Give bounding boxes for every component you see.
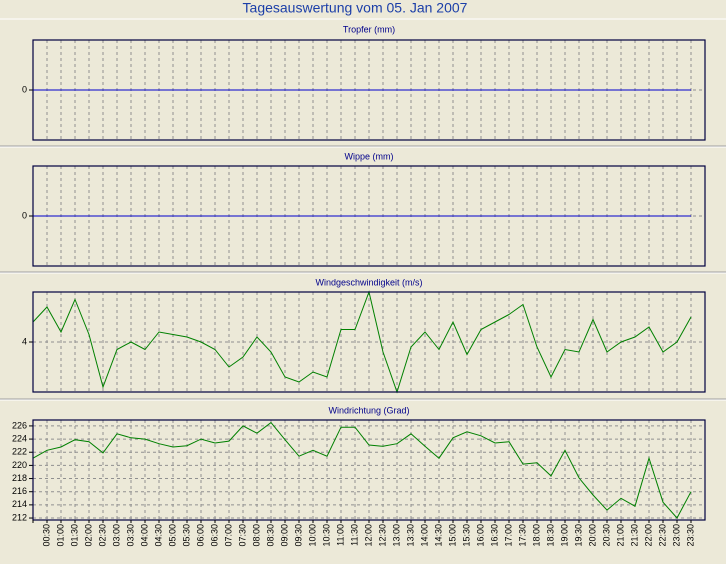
x-tick-label: 17:30 [517, 524, 527, 547]
x-tick-label: 11:30 [349, 524, 359, 546]
panel-title: Tropfer (mm) [343, 24, 395, 34]
y-tick-label: 214 [12, 499, 27, 509]
y-tick-label: 216 [12, 486, 27, 496]
x-tick-label: 05:30 [181, 524, 191, 547]
x-tick-label: 13:00 [391, 524, 401, 547]
data-line [32, 290, 692, 394]
x-tick-label: 14:30 [433, 524, 443, 547]
plot-frame [32, 291, 706, 393]
x-tick-label: 01:30 [69, 524, 79, 547]
y-tick-label: 4 [22, 336, 27, 346]
x-tick-label: 10:00 [307, 524, 317, 547]
panel-title: Windgeschwindigkeit (m/s) [315, 277, 422, 287]
x-tick-label: 19:30 [573, 524, 583, 547]
x-tick-label: 23:30 [685, 524, 695, 547]
plot-frame [32, 39, 706, 141]
x-tick-label: 01:00 [55, 524, 65, 547]
data-line [32, 421, 692, 519]
x-tick-label: 06:30 [209, 524, 219, 547]
x-tick-label: 22:30 [657, 524, 667, 547]
x-tick-label: 08:00 [251, 524, 261, 547]
x-tick-label: 19:00 [559, 524, 569, 547]
x-tick-label: 05:00 [167, 524, 177, 547]
x-tick-label: 03:00 [111, 524, 121, 547]
panel-title: Wippe (mm) [345, 151, 394, 161]
x-tick-label: 02:30 [97, 524, 107, 547]
x-tick-label: 20:00 [587, 524, 597, 547]
x-tick-label: 08:30 [265, 524, 275, 547]
panel-title: Windrichtung (Grad) [328, 405, 409, 415]
x-tick-label: 07:00 [223, 524, 233, 547]
x-tick-label: 06:00 [195, 524, 205, 547]
x-tick-label: 15:30 [461, 524, 471, 547]
y-tick-label: 0 [22, 84, 27, 94]
x-tick-label: 00:30 [41, 524, 51, 547]
x-tick-label: 18:00 [531, 524, 541, 547]
x-tick-label: 23:00 [671, 524, 681, 547]
y-tick-label: 218 [12, 473, 27, 483]
main-title: Tagesauswertung vom 05. Jan 2007 [243, 0, 468, 16]
x-tick-label: 03:30 [125, 524, 135, 547]
x-tick-label: 13:30 [405, 524, 415, 547]
y-tick-label: 224 [12, 433, 27, 443]
x-tick-label: 12:00 [363, 524, 373, 547]
x-tick-label: 17:00 [503, 524, 513, 547]
x-tick-label: 12:30 [377, 524, 387, 547]
y-tick-label: 212 [12, 512, 27, 522]
y-tick-label: 226 [12, 420, 27, 430]
x-tick-label: 04:00 [139, 524, 149, 547]
x-tick-label: 11:00 [335, 524, 345, 546]
x-tick-label: 02:00 [83, 524, 93, 547]
x-tick-label: 16:00 [475, 524, 485, 547]
x-tick-label: 10:30 [321, 524, 331, 547]
x-tick-label: 21:30 [629, 524, 639, 547]
x-tick-label: 18:30 [545, 524, 555, 547]
y-tick-label: 222 [12, 447, 27, 457]
x-tick-label: 04:30 [153, 524, 163, 547]
x-tick-label: 16:30 [489, 524, 499, 547]
x-tick-label: 15:00 [447, 524, 457, 547]
x-tick-label: 14:00 [419, 524, 429, 547]
x-tick-label: 09:00 [279, 524, 289, 547]
plot-frame [32, 165, 706, 267]
x-tick-label: 22:00 [643, 524, 653, 547]
x-tick-label: 21:00 [615, 524, 625, 547]
y-tick-label: 0 [22, 210, 27, 220]
x-tick-label: 20:30 [601, 524, 611, 547]
y-tick-label: 220 [12, 460, 27, 470]
x-tick-label: 09:30 [293, 524, 303, 547]
x-tick-label: 07:30 [237, 524, 247, 547]
